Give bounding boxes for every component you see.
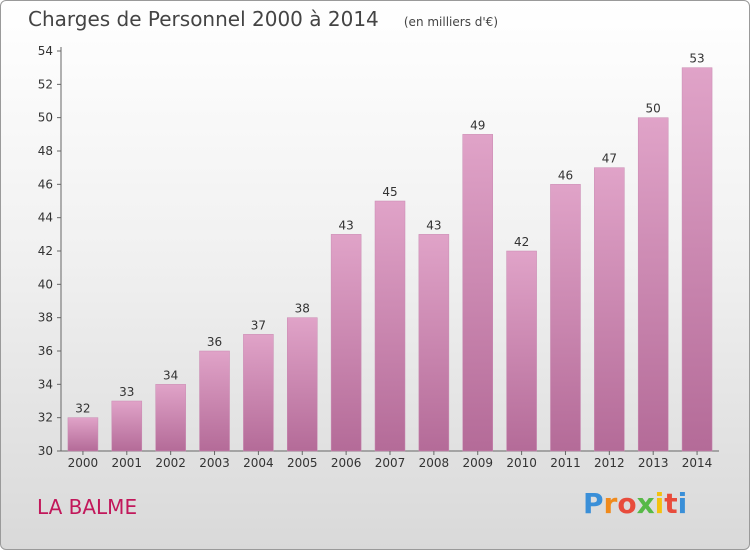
value-label: 46 [558,168,573,182]
place-label: LA BALME [37,495,138,519]
y-tick-label: 44 [38,211,53,225]
bar [287,317,318,452]
value-label: 43 [426,218,441,232]
chart-title: Charges de Personnel 2000 à 2014 [28,7,379,31]
y-tick-label: 34 [38,377,53,391]
bar [243,334,274,452]
title-row: Charges de Personnel 2000 à 2014 (en mil… [28,7,498,31]
y-tick-label: 30 [38,444,53,458]
logo-letter: i [677,487,688,520]
value-label: 34 [163,368,178,382]
x-tick-label: 2010 [506,456,537,470]
bar [681,67,713,452]
x-tick-label: 2007 [375,456,406,470]
y-tick-label: 42 [38,244,53,258]
value-label: 36 [207,335,222,349]
x-tick-label: 2014 [682,456,713,470]
y-tick-label: 38 [38,311,53,325]
bar [462,134,493,452]
x-tick-label: 2001 [112,456,143,470]
value-label: 42 [514,235,529,249]
logo-letter: P [583,487,604,520]
value-label: 45 [382,185,397,199]
value-label: 47 [602,152,617,166]
x-tick-label: 2006 [331,456,362,470]
bar [330,234,362,452]
x-tick-label: 2012 [594,456,625,470]
y-tick-label: 52 [38,77,53,91]
chart-subtitle: (en milliers d'€) [403,15,498,29]
value-label: 50 [646,102,661,116]
logo-letter: o [617,487,637,520]
value-label: 49 [470,118,485,132]
x-tick-label: 2002 [155,456,186,470]
logo-letter: i [654,487,665,520]
bar [418,234,450,452]
value-label: 33 [119,385,134,399]
value-label: 43 [338,218,353,232]
x-tick-label: 2009 [462,456,493,470]
bar [111,400,143,452]
x-tick-label: 2004 [243,456,274,470]
value-label: 32 [75,402,90,416]
y-tick-label: 36 [38,344,53,358]
proxiti-logo: Proxiti [583,487,687,520]
logo-letter: x [636,487,655,520]
x-tick-label: 2003 [199,456,230,470]
bar [550,184,581,452]
bar [67,417,99,452]
value-label: 53 [689,52,704,66]
y-tick-label: 40 [38,277,53,291]
y-tick-label: 54 [38,44,53,58]
bar [594,167,625,452]
value-label: 38 [295,302,310,316]
bar [199,350,230,452]
x-tick-label: 2008 [419,456,450,470]
y-tick-label: 50 [38,111,53,125]
y-tick-label: 46 [38,177,53,191]
x-tick-label: 2013 [638,456,669,470]
x-tick-label: 2000 [68,456,99,470]
logo-letter: t [664,487,678,520]
y-tick-label: 32 [38,411,53,425]
bar [637,117,669,452]
value-label: 37 [251,318,266,332]
bar [506,250,537,452]
bar [374,200,406,452]
bar [155,384,186,452]
y-tick-label: 48 [38,144,53,158]
x-tick-label: 2005 [287,456,318,470]
logo-letter: r [603,487,618,520]
x-tick-label: 2011 [550,456,581,470]
